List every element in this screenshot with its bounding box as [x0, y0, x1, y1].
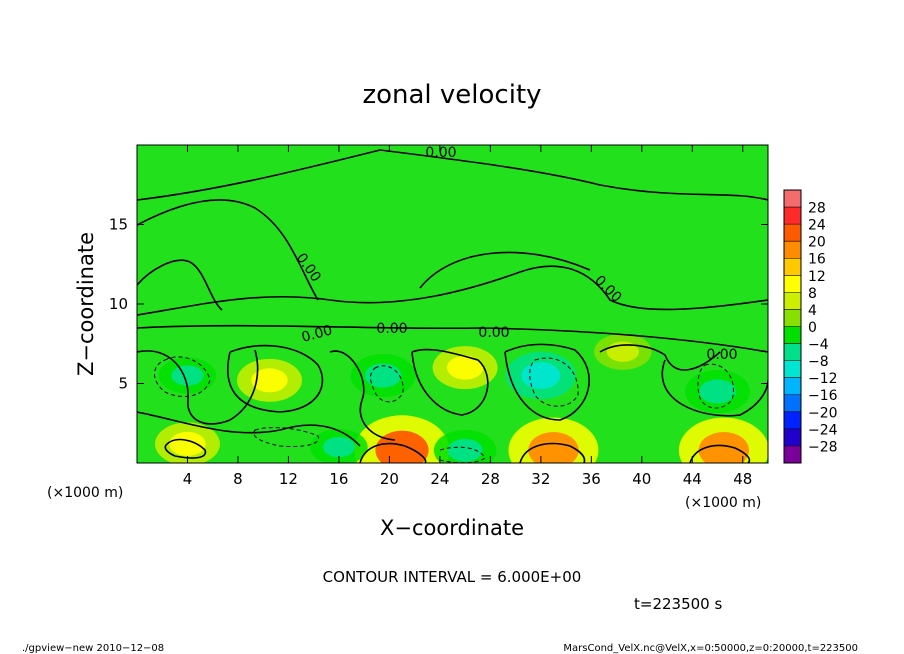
- field-cell: [521, 362, 561, 389]
- field-cell: [171, 365, 204, 386]
- contour-label: 0.00: [300, 322, 334, 346]
- x-tick-label: 32: [531, 470, 550, 488]
- colorbar-swatch: [784, 360, 801, 379]
- colorbar-label: 4: [808, 303, 817, 319]
- colorbar-label: 20: [808, 235, 826, 251]
- x-tick-label: 36: [582, 470, 601, 488]
- field-cell: [447, 438, 483, 462]
- x-unit-label-right: (×1000 m): [685, 495, 761, 511]
- field-cell: [446, 355, 484, 380]
- colorbar-label: 16: [808, 252, 826, 268]
- colorbar-swatch: [784, 190, 801, 208]
- colorbar-label: −12: [808, 371, 838, 387]
- colorbar-swatch: [784, 207, 801, 225]
- contour-label: 0.00: [425, 145, 456, 161]
- colorbar-swatch: [784, 224, 801, 242]
- colorbar-swatch: [784, 445, 801, 464]
- x-tick-label: 48: [733, 470, 752, 488]
- colorbar-swatch: [784, 377, 801, 396]
- negative-contours: [154, 356, 734, 463]
- colorbar-swatch: [784, 309, 801, 327]
- y-tick-label: 5: [118, 375, 128, 393]
- colorbar-label: 28: [808, 201, 826, 217]
- x-tick-label: 24: [430, 470, 449, 488]
- colorbar-label: 12: [808, 269, 826, 285]
- colorbar-swatch: [784, 258, 801, 276]
- field-cell: [322, 436, 356, 458]
- x-tick-label: 8: [233, 470, 243, 488]
- x-tick-label: 20: [380, 470, 399, 488]
- x-axis: 4 8 12 16 20 24 28 32 36 40 44 48: [183, 145, 752, 488]
- x-tick-label: 12: [279, 470, 298, 488]
- colorbar-swatch: [784, 343, 801, 362]
- contour-label: 0.00: [376, 321, 407, 337]
- footer-right-text: MarsCond_VelX.nc@VelX,x=0:50000,z=0:2000…: [563, 643, 858, 654]
- y-tick-label: 10: [109, 295, 128, 313]
- contour-label: 0.00: [478, 325, 509, 341]
- colorbar-swatch: [784, 292, 801, 310]
- colorbar-label: 0: [808, 320, 817, 336]
- y-axis-label: Z−coordinate: [74, 232, 98, 376]
- x-tick-label: 28: [481, 470, 500, 488]
- y-axis: 5 10 15: [109, 216, 768, 393]
- x-tick-label: 40: [632, 470, 651, 488]
- x-axis-label: X−coordinate: [380, 516, 524, 540]
- field-cell: [528, 431, 579, 463]
- x-tick-label: 4: [183, 470, 193, 488]
- colorbar-swatch: [784, 241, 801, 259]
- contour-interval-text: CONTOUR INTERVAL = 6.000E+00: [323, 568, 582, 586]
- footer-left-text: ./gpview−new 2010−12−08: [22, 643, 164, 654]
- x-tick-label: 16: [329, 470, 348, 488]
- contour-label: 0.00: [706, 347, 737, 363]
- colorbar-label: −8: [808, 354, 829, 370]
- colorbar-label: −4: [808, 337, 829, 353]
- contour-lines: [137, 149, 768, 463]
- x-tick-label: 44: [683, 470, 702, 488]
- field-cell: [375, 430, 429, 463]
- field-cell: [251, 368, 288, 393]
- colorbar-label: −16: [808, 388, 838, 404]
- colorbar-label: 8: [808, 286, 817, 302]
- field-cell: [698, 431, 750, 463]
- colorbar-label: −24: [808, 422, 838, 438]
- colorbar-label: −20: [808, 405, 838, 421]
- time-label: t=223500 s: [634, 595, 722, 613]
- colorbar-label: 24: [808, 218, 826, 234]
- colorbar-swatch: [784, 428, 801, 447]
- colorbar-label: −28: [808, 439, 838, 455]
- x-unit-label-left: (×1000 m): [47, 485, 123, 501]
- colorbar-swatch: [784, 275, 801, 293]
- colorbar-swatch: [784, 326, 801, 345]
- colorbar-swatch: [784, 411, 801, 430]
- field-cell: [169, 431, 206, 456]
- colorbar-swatch: [784, 394, 801, 413]
- chart-title: zonal velocity: [362, 80, 541, 110]
- field-cell: [699, 379, 736, 404]
- y-tick-label: 15: [109, 216, 128, 234]
